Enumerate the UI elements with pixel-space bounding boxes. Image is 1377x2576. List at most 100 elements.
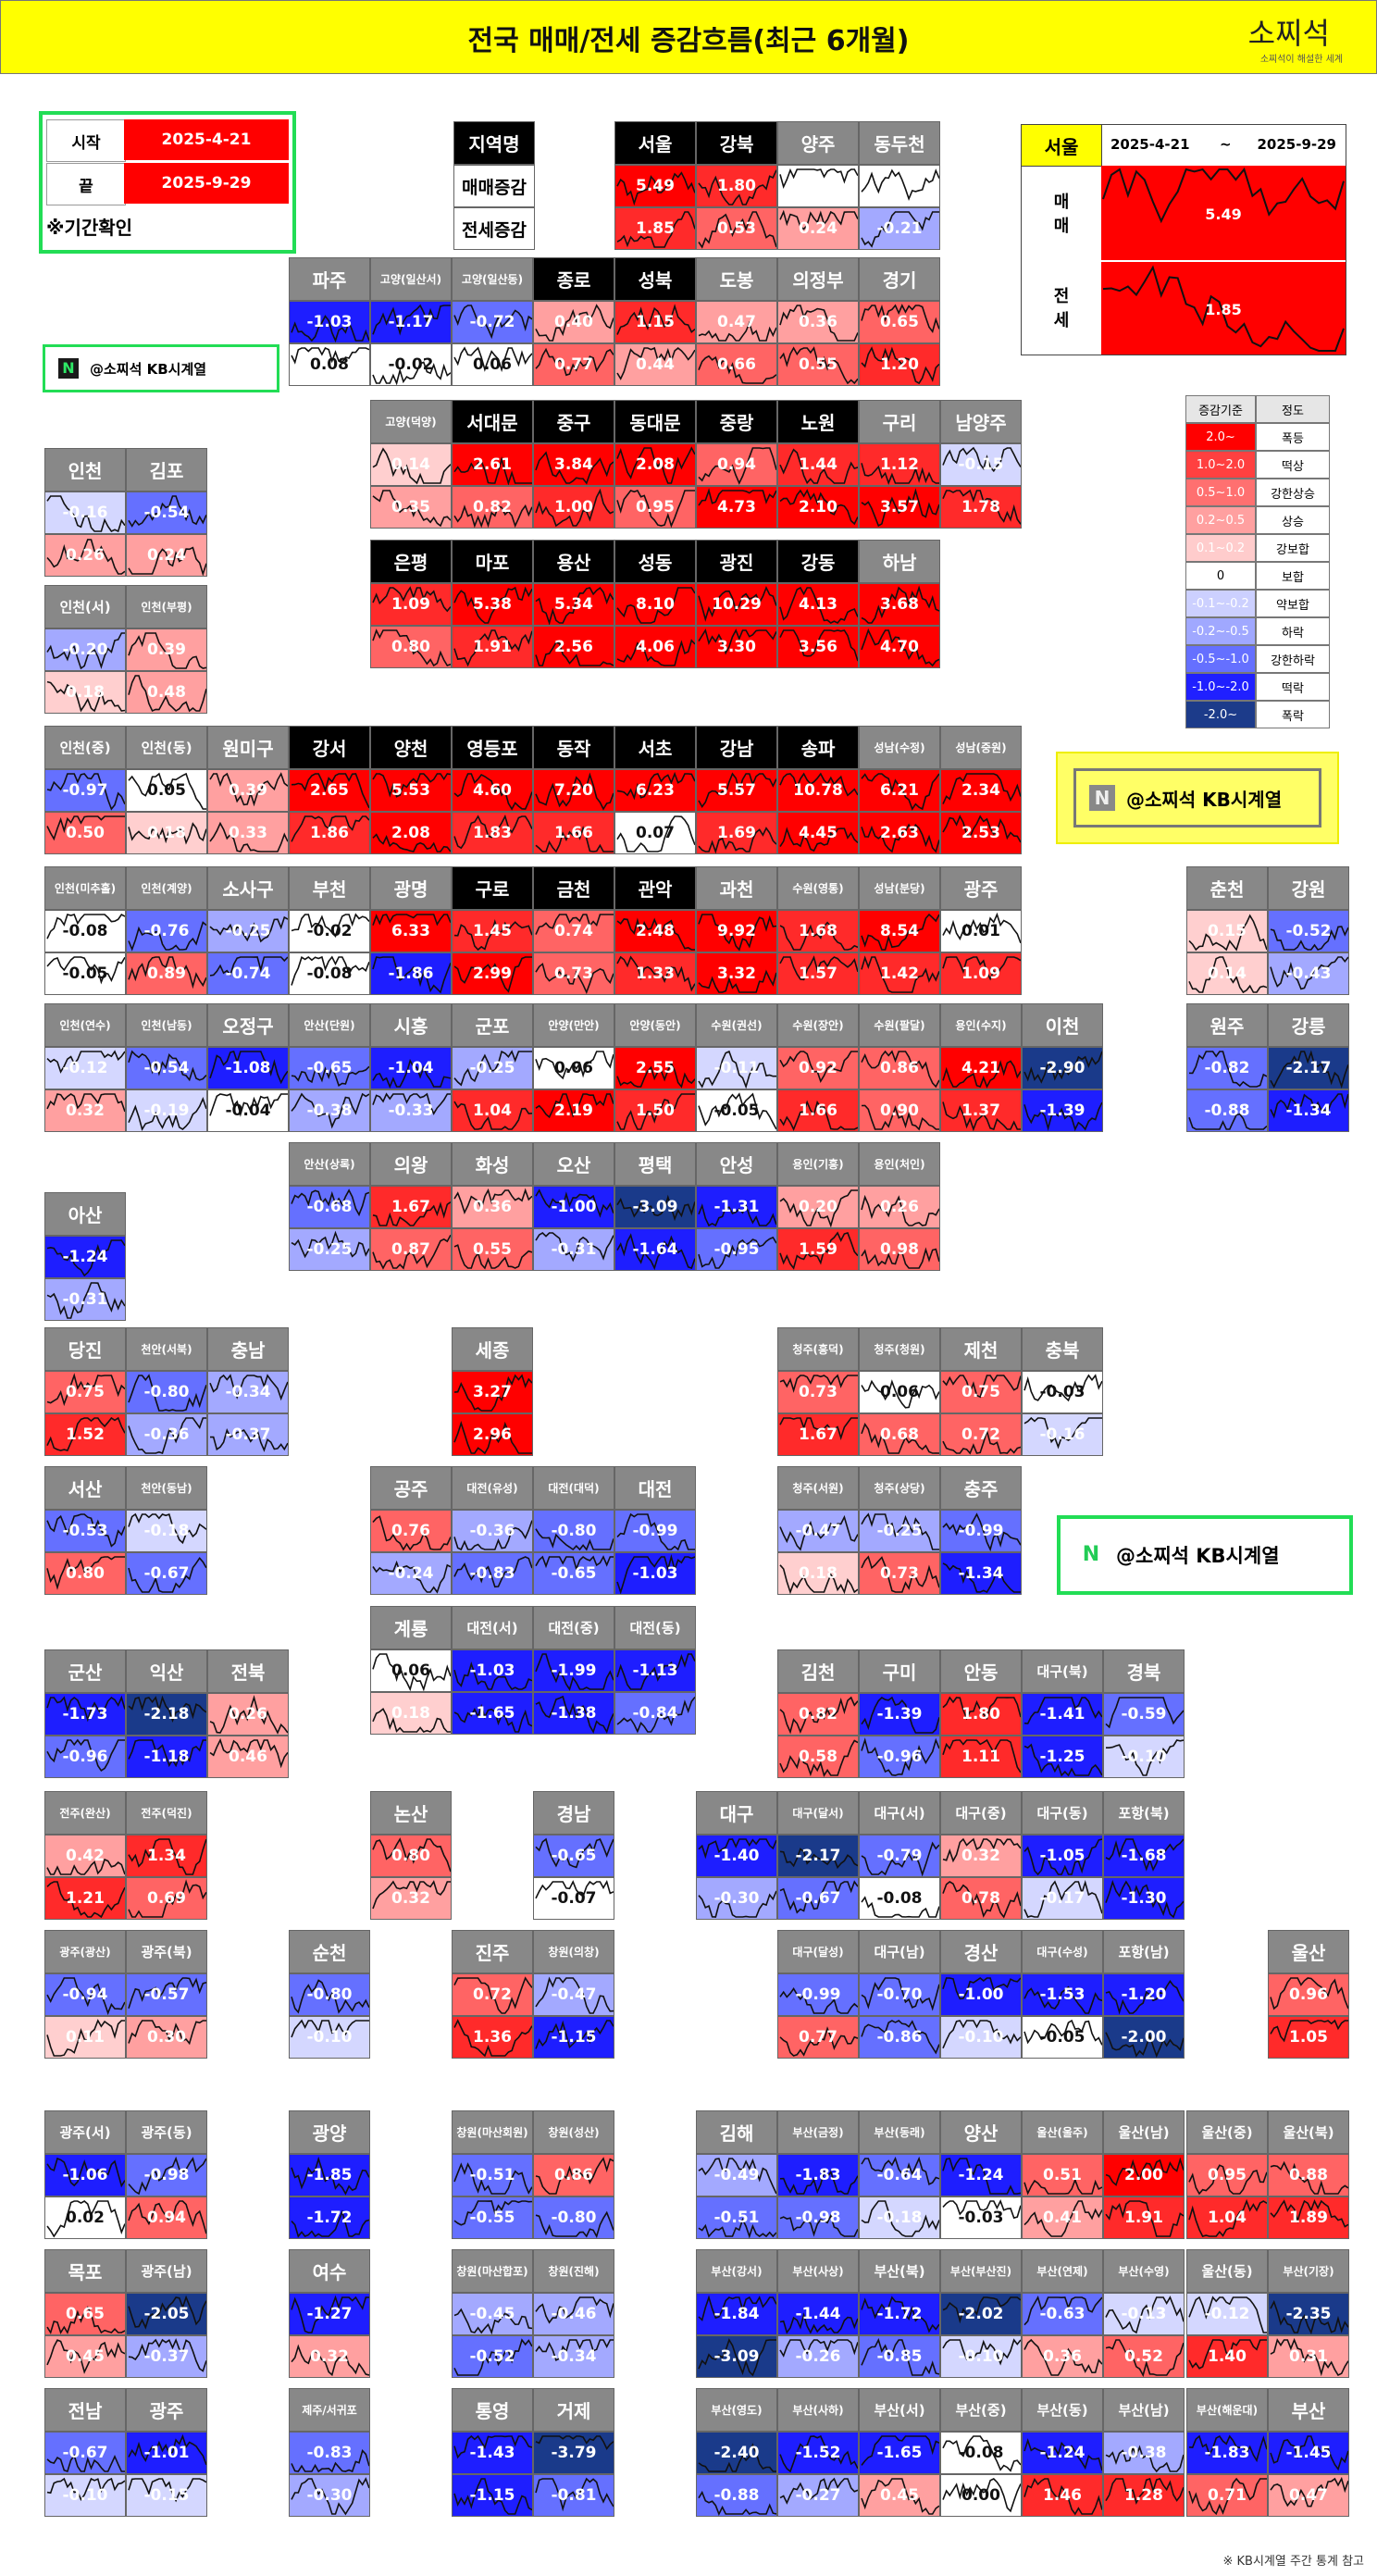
region-header: 동두천 [859,121,940,165]
trend-sparkline [535,1837,614,1869]
trend-sparkline [453,918,532,952]
watermark-text: @소찌석 KB시계열 [1126,788,1283,811]
trend-sparkline [46,1977,125,2015]
sale-value-label: 8.10 [636,595,675,614]
sale-cell: -0.97 [44,769,126,812]
trend-sparkline [453,814,532,850]
jeonse-cell: -0.10 [289,2016,370,2059]
region-header: 화성 [452,1142,533,1186]
sale-cell: 2.61 [452,443,533,486]
trend-line [616,587,695,624]
trend-line [779,2312,858,2334]
trend-sparkline [372,1515,451,1551]
sale-cell: -0.16 [44,492,126,534]
sale-value-label: 2.34 [961,781,1000,800]
jeonse-cell: 0.77 [777,2016,859,2059]
jeonse-value-label: 0.94 [147,2209,186,2227]
sale-cell: 1.80 [940,1693,1022,1736]
trend-line [779,1987,858,2014]
trend-line [779,1374,858,1393]
jeonse-value-label: 1.57 [799,964,837,983]
trend-sparkline [779,1880,858,1914]
trend-sparkline [616,1512,695,1551]
region-header: 원주 [1186,1003,1268,1047]
trend-sparkline [779,1051,858,1083]
trend-line [1105,1879,1184,1919]
region-header: 안산(상록) [289,1142,370,1186]
jeonse-value-label: -0.81 [551,2486,597,2505]
seoul-trend-line [1102,265,1345,352]
trend-line [779,1189,858,1227]
trend-line [453,1661,532,1691]
trend-line [1188,2339,1267,2370]
trend-sparkline [372,1092,451,1115]
jeonse-value-label: 3.56 [799,638,837,656]
trend-sparkline [861,628,939,667]
trend-sparkline [209,915,288,943]
jeonse-value-label: 1.33 [636,964,675,983]
sale-cell: 6.23 [614,769,696,812]
trend-line [942,1738,1021,1773]
trend-line [453,1556,532,1588]
sale-value-label: -1.45 [1285,2444,1332,2462]
trend-line [46,1416,125,1451]
jeonse-value-label: -0.19 [143,1101,190,1120]
title-bar: 전국 매매/전세 증감흐름(최근 6개월) 소찌석 소찌석이 해설한 세계 [0,0,1377,74]
sale-cell: -0.25 [452,1047,533,1089]
sale-cell: -0.54 [126,492,207,534]
sale-value-label: 4.21 [961,1059,1000,1077]
sale-cell: -0.46 [533,2293,614,2335]
region-header: 광주(남) [126,2249,207,2293]
trend-sparkline [1023,2338,1102,2376]
jeonse-cell: -0.67 [126,1552,207,1595]
trend-sparkline [861,488,939,528]
trend-line [698,2295,776,2321]
region-header: 구로 [452,866,533,910]
jeonse-value-label: -0.05 [713,1101,760,1120]
trend-line [372,1234,451,1270]
trend-sparkline [46,1373,125,1407]
sale-value-label: 0.20 [799,1198,837,1216]
trend-line [861,955,939,993]
legend-range: 0.2~0.5 [1185,506,1256,534]
trend-line [942,2199,1021,2220]
sale-value-label: -0.25 [469,1059,515,1077]
trend-sparkline [209,1695,288,1735]
trend-line [1023,1880,1102,1918]
sale-cell: -1.13 [614,1649,696,1692]
trend-line [861,823,939,853]
jeonse-cell: 0.06 [452,343,533,386]
sale-value-label: -0.59 [1121,1705,1167,1724]
jeonse-value-label: -1.30 [1121,1889,1167,1908]
jeonse-value-label: -0.27 [795,2486,841,2505]
trend-line [453,2308,532,2334]
jeonse-value-label: 0.32 [310,2347,349,2366]
trend-sparkline [128,1374,206,1412]
jeonse-value-label: 0.82 [473,498,512,516]
region-header: 청주(서원) [777,1466,859,1510]
trend-line [46,1050,125,1074]
jeonse-value-label: 0.18 [147,824,186,842]
trend-sparkline [1270,2435,1348,2471]
jeonse-cell: 0.87 [370,1228,452,1271]
trend-line [1023,2295,1102,2326]
jeonse-cell: 2.96 [452,1413,533,1456]
sale-cell: -0.80 [126,1371,207,1413]
trend-line [698,628,776,655]
trend-sparkline [46,2306,125,2334]
trend-line [291,1065,369,1088]
jeonse-value-label: 1.04 [1208,2209,1247,2227]
trend-sparkline [942,2478,1021,2513]
sale-cell: 5.34 [533,583,614,626]
trend-sparkline [372,1708,451,1733]
trend-line [453,2338,532,2376]
jeonse-value-label: 0.52 [1124,2347,1163,2366]
sale-value-label: 0.72 [473,1985,512,2004]
jeonse-cell: 1.83 [452,812,533,854]
sale-cell: 0.05 [126,769,207,812]
jeonse-cell: 1.67 [777,1413,859,1456]
jeonse-value-label: -0.04 [225,1101,271,1120]
sale-value-label: 0.95 [1208,2166,1247,2184]
jeonse-value-label: 0.45 [66,2347,105,2366]
trend-sparkline [291,2156,369,2196]
